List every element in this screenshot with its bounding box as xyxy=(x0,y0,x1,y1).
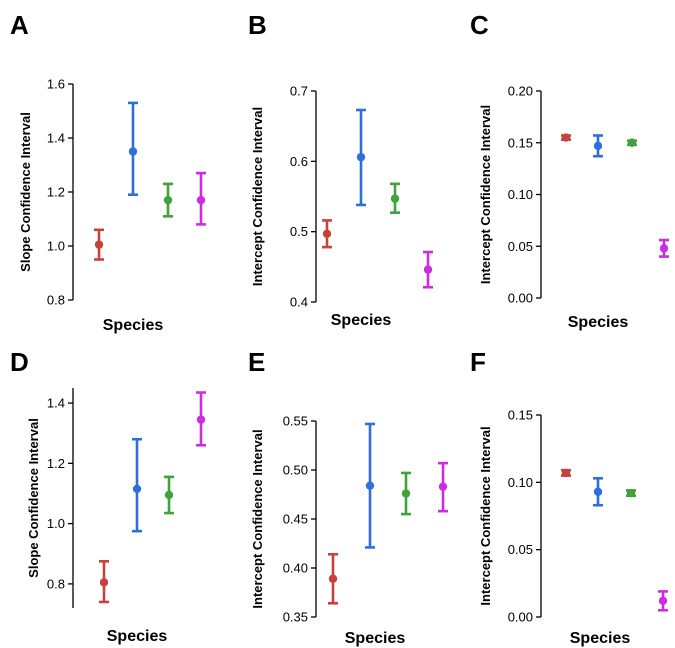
data-point xyxy=(561,133,571,142)
y-tick-label: 0.15 xyxy=(508,135,533,150)
panel-letter: F xyxy=(470,347,486,377)
data-point xyxy=(593,141,603,151)
panel-a: A 0.8 1.0 1.2 1.4 1.6 Slope Confidence Interva… xyxy=(10,10,206,334)
data-point xyxy=(328,574,338,583)
y-tick-label: 0.40 xyxy=(283,561,308,576)
y-axis-title: Slope Confidence Interval xyxy=(18,112,33,272)
panel-b: B 0.4 0.5 0.6 0.7 Intercept Confidence Interv… xyxy=(248,10,433,329)
y-tick-label: 1.2 xyxy=(47,456,65,471)
y-tick-label: 0.10 xyxy=(508,475,533,490)
y-tick-label: 0.35 xyxy=(283,610,308,625)
y-tick-label: 0.00 xyxy=(508,610,533,625)
data-point xyxy=(561,468,571,478)
data-point xyxy=(365,481,375,490)
data-point xyxy=(196,195,206,205)
y-axis-title: Slope Confidence Interval xyxy=(26,418,41,578)
x-axis-title: Species xyxy=(331,312,392,329)
y-axis-title: Intercept Confidence Interval xyxy=(478,105,493,284)
y-axis-title: Intercept Confidence Interval xyxy=(478,426,493,605)
y-tick-label: 1.6 xyxy=(47,77,65,92)
y-tick-label: 0.5 xyxy=(290,224,308,239)
panel-letter: A xyxy=(10,10,29,40)
y-tick-label: 0.20 xyxy=(508,84,533,99)
data-point xyxy=(322,229,332,238)
data-point xyxy=(196,415,206,424)
y-tick-label: 1.4 xyxy=(47,396,65,411)
y-tick-label: 0.00 xyxy=(508,291,533,306)
panel-letter: C xyxy=(470,10,489,40)
y-tick-label: 1.0 xyxy=(47,239,65,254)
y-tick-label: 0.8 xyxy=(47,576,65,591)
y-tick-label: 1.2 xyxy=(47,185,65,200)
data-point xyxy=(132,484,142,494)
data-point xyxy=(94,240,104,249)
data-point xyxy=(423,265,433,274)
data-point xyxy=(401,489,411,498)
panel-letter: B xyxy=(248,10,267,40)
data-point xyxy=(99,578,109,587)
panel-letter: E xyxy=(248,347,265,377)
x-axis-title: Species xyxy=(107,628,168,645)
data-point xyxy=(627,138,637,147)
data-point xyxy=(164,490,174,500)
data-point xyxy=(356,152,366,162)
panel-d: D 0.8 1.0 1.2 1.4 Slope Confidence Interval Sp… xyxy=(10,347,206,645)
y-tick-label: 0.05 xyxy=(508,542,533,557)
data-point xyxy=(626,488,636,498)
x-axis-title: Species xyxy=(103,317,164,334)
panel-letter: D xyxy=(10,347,29,377)
y-tick-label: 0.6 xyxy=(290,154,308,169)
x-axis-title: Species xyxy=(568,314,629,331)
y-tick-label: 0.8 xyxy=(47,293,65,308)
y-axis-title: Intercept Confidence Interval xyxy=(250,429,265,608)
data-point xyxy=(659,244,669,253)
data-point xyxy=(438,482,448,491)
panel-e: E 0.35 0.40 0.45 0.50 0.55 Intercept Confidenc… xyxy=(248,347,448,647)
panel-f: F 0.00 0.05 0.10 0.15 Intercept Confidence In… xyxy=(470,347,668,647)
x-axis-title: Species xyxy=(345,630,406,647)
y-tick-label: 1.4 xyxy=(47,131,65,146)
y-tick-label: 1.0 xyxy=(47,516,65,531)
panel-c: C 0.00 0.05 0.10 0.15 0.20 Intercept Confidenc… xyxy=(470,10,669,331)
y-tick-label: 0.55 xyxy=(283,414,308,429)
x-axis-title: Species xyxy=(570,630,631,647)
y-tick-label: 0.4 xyxy=(290,295,308,310)
data-point xyxy=(593,487,603,496)
y-tick-label: 0.15 xyxy=(508,408,533,423)
y-tick-label: 0.7 xyxy=(290,84,308,99)
y-tick-label: 0.45 xyxy=(283,512,308,527)
y-axis-title: Intercept Confidence Interval xyxy=(250,107,265,286)
data-point xyxy=(163,195,173,205)
y-tick-label: 0.05 xyxy=(508,239,533,254)
data-point xyxy=(658,596,668,606)
data-point xyxy=(128,147,138,156)
y-tick-label: 0.50 xyxy=(283,463,308,478)
y-tick-label: 0.10 xyxy=(508,187,533,202)
data-point xyxy=(390,194,400,203)
